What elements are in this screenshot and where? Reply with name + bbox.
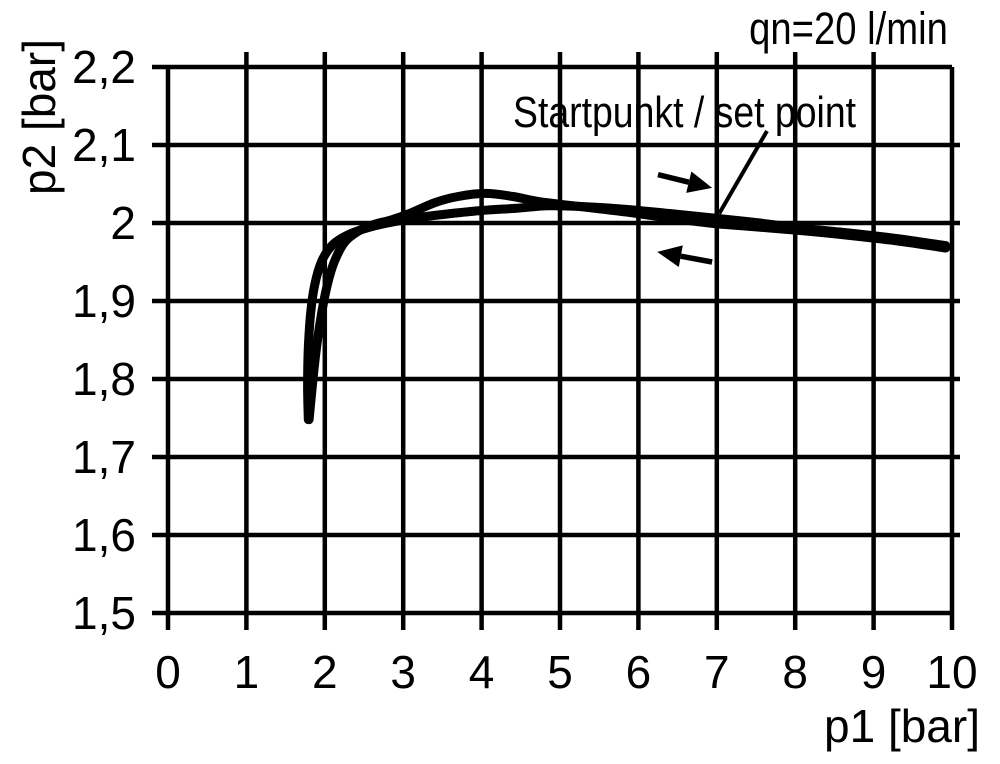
x-tick-label: 6 (626, 646, 652, 698)
x-tick-label: 5 (547, 646, 573, 698)
flow-direction-left-arrow-head (657, 245, 683, 267)
flow-direction-right-arrow-head (686, 171, 713, 193)
hysteresis-curve-pressure-increasing-stroke (304, 188, 951, 425)
flow-direction-right-arrow-shaft (657, 171, 690, 185)
x-tick-label: 3 (390, 646, 416, 698)
flow-rate-label: qn=20 l/min (749, 3, 948, 54)
x-tick-label: 4 (469, 646, 495, 698)
x-tick-label: 9 (861, 646, 887, 698)
x-tick-label: 8 (782, 646, 808, 698)
y-tick-label: 2,2 (72, 41, 136, 93)
flow-direction-left-arrow-shaft (680, 253, 713, 265)
y-tick-label: 1,9 (72, 275, 136, 327)
x-tick-label: 2 (312, 646, 338, 698)
set-point-leader-line (717, 129, 769, 215)
x-tick-label: 10 (926, 646, 977, 698)
x-axis-title: p1 [bar] (824, 700, 980, 752)
y-tick-label: 1,5 (72, 587, 136, 639)
y-tick-label: 1,7 (72, 431, 136, 483)
x-tick-label: 0 (155, 646, 181, 698)
x-tick-label: 1 (234, 646, 260, 698)
y-tick-label: 2 (110, 197, 136, 249)
y-tick-label: 1,8 (72, 353, 136, 405)
set-point-label: Startpunkt / set point (513, 88, 857, 137)
x-tick-label: 7 (704, 646, 730, 698)
y-axis-title: p2 [bar] (13, 39, 65, 195)
y-tick-label: 2,1 (72, 119, 136, 171)
y-tick-label: 1,6 (72, 509, 136, 561)
